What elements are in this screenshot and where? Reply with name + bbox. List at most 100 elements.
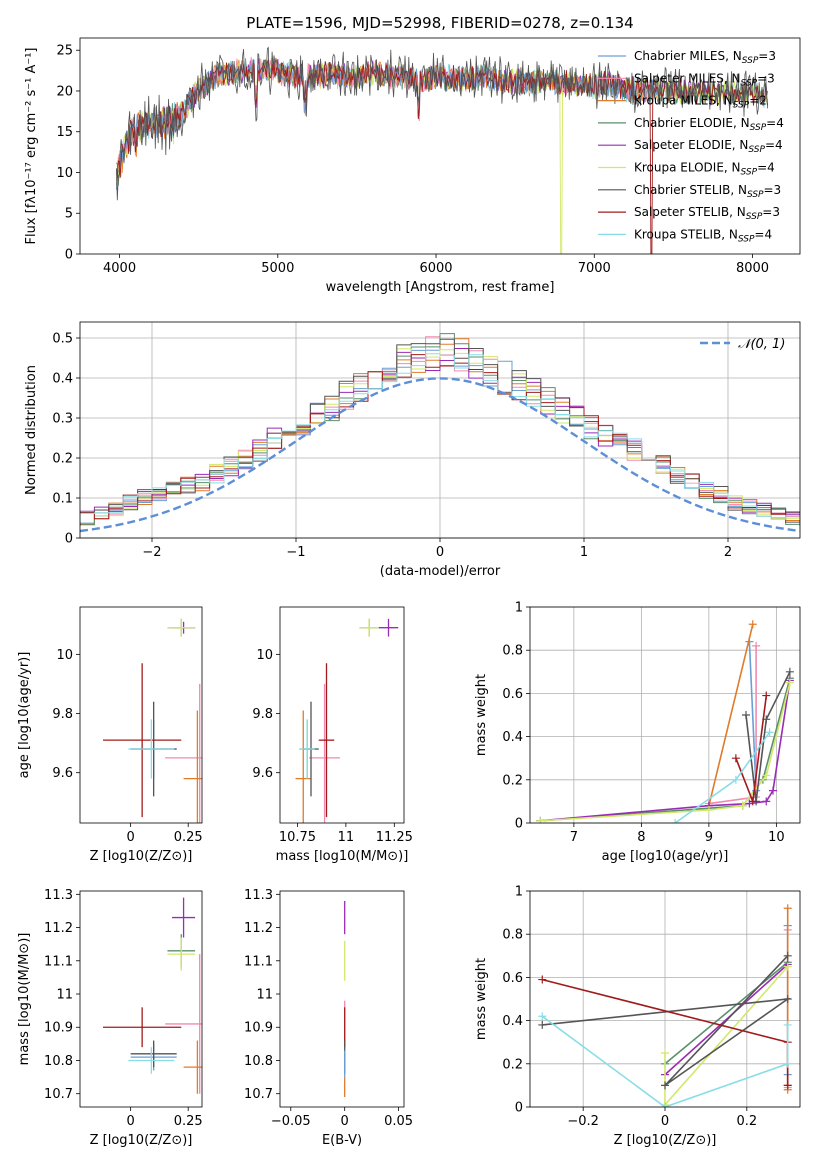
x-tick-label: 10 [768,830,785,845]
y-tick-label: 0.6 [502,971,523,986]
legend-label-sub: SSP [733,101,750,111]
axes-frame [529,606,801,824]
histogram-chabrier-miles [80,349,800,524]
legend-label-main: Salpeter MILES, N [634,71,741,85]
axes-frame [529,890,801,1108]
plot-area [538,904,792,1107]
y-tick-label: 5 [65,207,73,222]
x-tick-label: 11.25 [376,830,413,845]
x-axis-label: Z [log10(Z/Z⊙)] [90,849,193,864]
legend-label-sub: SSP [747,190,764,200]
y-tick-label: 0 [515,1101,523,1116]
panel-2: 0 0.25 9.6 9.8 10 Z [log10(Z/Z⊙)] age [log10(a… [17,606,203,864]
weight-marker [731,754,740,763]
weight-marker [661,1103,669,1107]
y-tick-label: 0.5 [52,332,73,347]
chart-title: PLATE=1596, MJD=52998, FIBERID=0278, z=0… [246,14,633,32]
x-tick-label: 7000 [578,261,611,276]
y-tick-label: 0 [65,248,73,263]
weight-marker [661,1049,669,1057]
y-tick-label: 10 [56,648,73,663]
y-tick-label: 15 [56,125,73,140]
weight-marker [748,797,757,806]
legend-label-main: Salpeter STELIB, N [634,205,746,219]
x-tick-label: 0 [127,830,135,845]
x-tick-label: 2 [724,545,732,560]
spectrum-line-salpeter-stelib [116,58,769,254]
axes-frame [79,321,801,539]
weight-line-kroupa-stelib [541,1015,789,1107]
x-tick-label: 5000 [261,261,294,276]
weight-line-chabrier-stelib [542,955,791,1087]
y-tick-label: 0.3 [52,412,73,427]
legend-label-main: Chabrier ELODIE, N [634,116,750,130]
x-tick-label: 0 [436,545,444,560]
legend-label-main: Kroupa ELODIE, N [634,161,741,175]
y-tick-label: 1 [515,601,523,616]
y-tick-label: 11.2 [44,921,73,936]
y-axis-label: age [log10(age/yr)] [17,652,32,779]
x-tick-label: −0.05 [271,1114,311,1129]
weight-line-salpeter-stelib [735,695,768,802]
x-tick-label: 0.2 [736,1114,757,1129]
weight-marker [785,667,794,676]
plot-area [80,333,800,533]
panel-4: 7 8 9 10 0 0.2 0.4 0.6 0.8 1 age [log10(age/yr)] ma… [474,601,801,864]
legend-label-sub: SSP [741,78,758,88]
weight-marker [783,951,792,960]
x-axis-label: (data-model)/error [380,564,501,579]
legend-label-sub: SSP [738,234,755,244]
y-tick-label: 0.2 [52,452,73,467]
y-tick-label: 11 [256,988,273,1003]
legend-label: Kroupa MILES, NSSP=2 [634,94,767,111]
y-axis-label: mass [log10(M/M⊙)] [17,933,32,1066]
panel-1: −2 −1 0 1 2 0 0.1 0.2 0.3 0.4 0.5 (data-model)/erro… [24,321,801,579]
panel-6: −0.05 0 0.05 10.7 10.8 10.9 11 11.1 11.2 11.3 E(B-… [244,888,413,1148]
weight-marker [536,816,545,823]
x-tick-label: −1 [286,545,305,560]
y-tick-label: 11.2 [244,921,273,936]
y-axis-label: Normed distribution [24,365,39,495]
x-tick-label: 11 [338,830,355,845]
legend-label: Chabrier ELODIE, NSSP=4 [634,116,784,133]
x-tick-label: 8000 [736,261,769,276]
y-tick-label: 10.8 [244,1054,273,1069]
normal-curve [80,377,800,533]
legend-label-count: =2 [749,94,767,108]
y-tick-label: 0.2 [502,773,523,788]
weight-marker [661,1081,669,1090]
panel-7: −0.2 0 0.2 0 0.2 0.4 0.6 0.8 1 Z [log10(Z/Z⊙)] mas… [474,885,801,1148]
legend-label: Chabrier MILES, NSSP=3 [634,49,776,66]
weight-marker [783,1020,792,1029]
axes-frame [279,890,405,1108]
weight-marker [783,995,792,1003]
weight-marker [538,1012,547,1021]
weight-marker [738,801,747,810]
panel-3: 10.75 11 11.25 9.6 9.8 10 mass [log10(M/M⊙)] [252,606,413,864]
weight-line-chabrier-elodie [664,961,789,1065]
legend: 𝒩(0, 1) [700,337,785,352]
plot-area [115,46,769,254]
y-tick-label: 11.1 [44,954,73,969]
legend-label-count: =3 [758,49,776,63]
y-tick-label: 25 [56,44,73,59]
legend-label-main: Chabrier STELIB, N [634,183,747,197]
x-tick-label: 0 [127,1114,135,1129]
axes-frame [79,890,203,1108]
y-tick-label: 0.6 [502,687,523,702]
axes-frame [79,606,203,824]
y-axis-label: mass weight [474,958,489,1040]
y-axis-label: Flux [fλ10⁻¹⁷ erg cm⁻² s⁻¹ A⁻¹] [24,48,39,245]
legend-label-count: =3 [762,205,780,219]
legend-label-sub: SSP [742,56,759,66]
weight-marker [731,775,740,784]
x-tick-label: 0 [661,1114,669,1129]
histogram-kroupa-stelib [80,353,800,522]
y-tick-label: 0 [65,532,73,547]
x-tick-label: 4000 [103,261,136,276]
y-tick-label: 0.2 [502,1057,523,1072]
legend-label-main: Kroupa STELIB, N [634,227,738,241]
y-tick-label: 11.3 [44,888,73,903]
y-tick-label: 11.3 [244,888,273,903]
